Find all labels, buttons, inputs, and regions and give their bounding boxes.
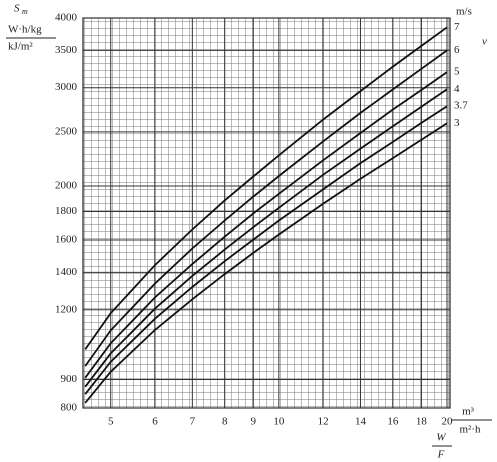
y-tick-label: 2500 — [55, 125, 78, 137]
y-tick-label: 2000 — [55, 179, 78, 191]
y-symbol: S — [14, 3, 20, 15]
y-unit: W·h/kg — [8, 24, 42, 36]
y-unit: kJ/m² — [8, 41, 33, 53]
y-tick-label: 1800 — [55, 205, 78, 217]
x-unit: m²·h — [459, 424, 481, 436]
x-tick-label: 16 — [387, 416, 399, 428]
x-label: F — [437, 449, 445, 461]
x-tick-label: 18 — [416, 416, 428, 428]
y-tick-label: 1600 — [55, 234, 78, 246]
legend-label: 4 — [454, 83, 460, 95]
curve — [84, 49, 448, 367]
x-tick-label: 12 — [318, 416, 329, 428]
legend-label: 6 — [454, 44, 460, 56]
curve — [84, 26, 448, 350]
x-tick-label: 8 — [222, 416, 228, 428]
x-tick-label: 14 — [355, 416, 367, 428]
curve — [84, 88, 448, 388]
curve — [84, 71, 448, 379]
y-tick-label: 800 — [61, 402, 78, 414]
curve — [84, 105, 448, 395]
y-tick-label: 4000 — [55, 12, 78, 24]
y-tick-label: 900 — [61, 373, 78, 385]
y-subscript: m — [22, 7, 28, 16]
x-label: W — [436, 432, 446, 444]
x-tick-label: 10 — [273, 416, 285, 428]
legend-label: 3 — [454, 117, 460, 129]
x-unit: m³ — [462, 406, 475, 418]
y-tick-label: 3500 — [55, 44, 78, 56]
legend-label: 5 — [454, 66, 460, 78]
y-tick-label: 3000 — [55, 81, 78, 93]
legend-title: v — [482, 36, 487, 48]
x-tick-label: 7 — [190, 416, 196, 428]
minor-grid — [83, 18, 450, 408]
x-tick-label: 20 — [441, 416, 453, 428]
x-tick-label: 9 — [251, 416, 257, 428]
legend-label: 3.7 — [454, 100, 468, 112]
legend-units: m/s — [456, 6, 472, 18]
x-tick-label: 5 — [108, 416, 114, 428]
x-tick-label: 6 — [152, 416, 158, 428]
y-tick-label: 1200 — [55, 303, 78, 315]
curve — [84, 122, 448, 404]
legend-label: 7 — [454, 21, 460, 33]
y-tick-label: 1400 — [55, 266, 78, 278]
